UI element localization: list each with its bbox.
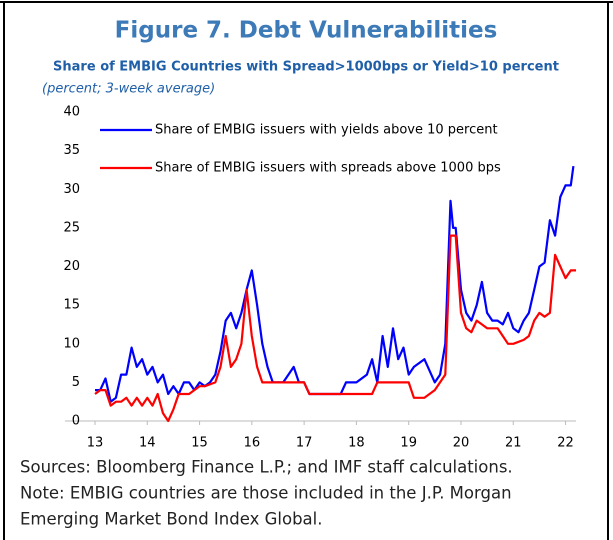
x-tick-label: 17 bbox=[296, 436, 313, 451]
x-tick-label: 14 bbox=[139, 436, 156, 451]
y-tick-label: 10 bbox=[63, 336, 80, 351]
x-tick-label: 20 bbox=[453, 436, 470, 451]
source-note: Sources: Bloomberg Finance L.P.; and IMF… bbox=[20, 458, 513, 477]
x-tick-label: 18 bbox=[348, 436, 365, 451]
x-tick-label: 21 bbox=[505, 436, 522, 451]
y-tick-label: 40 bbox=[63, 105, 80, 120]
y-tick-label: 25 bbox=[63, 220, 80, 235]
units-note: (percent; 3-week average) bbox=[42, 82, 215, 97]
chart-title: Figure 7. Debt Vulnerabilities bbox=[115, 18, 498, 44]
data-line bbox=[94, 234, 576, 423]
y-tick-label: 35 bbox=[63, 143, 80, 158]
legend-label: Share of EMBIG issuers with spreads abov… bbox=[155, 161, 501, 176]
source-note: Emerging Market Bond Index Global. bbox=[20, 510, 322, 529]
x-tick-label: 16 bbox=[244, 436, 261, 451]
y-tick-label: 15 bbox=[63, 298, 80, 313]
legend-label: Share of EMBIG issuers with yields above… bbox=[155, 123, 498, 138]
chart-subtitle: Share of EMBIG Countries with Spread>100… bbox=[53, 60, 559, 75]
source-note: Note: EMBIG countries are those included… bbox=[20, 484, 512, 503]
y-tick-label: 20 bbox=[63, 259, 80, 274]
y-tick-label: 5 bbox=[72, 375, 80, 390]
y-tick-label: 0 bbox=[72, 414, 80, 429]
x-tick-label: 13 bbox=[87, 436, 104, 451]
x-tick-label: 19 bbox=[400, 436, 417, 451]
y-tick-label: 30 bbox=[63, 182, 80, 197]
x-tick-label: 15 bbox=[191, 436, 208, 451]
x-tick-label: 22 bbox=[557, 436, 574, 451]
